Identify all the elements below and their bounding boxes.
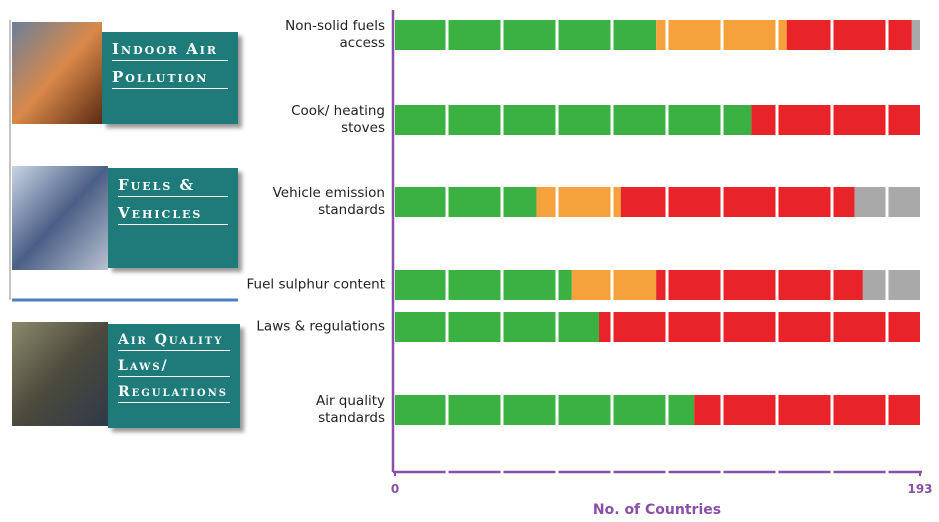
panel-title: Fuels & [118,176,228,197]
bar-segment [911,20,920,50]
panel-image [12,166,108,270]
panel: Fuels & Vehicles [108,168,238,268]
x-tick-label: 0 [390,482,400,496]
bar-segment [395,105,752,135]
bar-segment [751,105,920,135]
panel-title: Air Quality [118,332,230,351]
bar-segment [786,20,912,50]
bar-segment [536,187,621,217]
bar-segment [395,187,537,217]
panel-title: Laws/ [118,358,230,377]
bar-segment [571,270,657,300]
panel-title: Indoor Air [112,40,228,61]
y-tick-label: Cook/ heating stoves [291,103,385,136]
bar-segment [395,312,600,342]
x-tick-label: 193 [907,482,933,496]
bar-segment [395,20,657,50]
panel-image [12,22,102,124]
y-tick-label: Laws & regulations [256,318,385,335]
y-tick-label: Fuel sulphur content [246,276,385,293]
panel-title: Vehicles [118,204,228,225]
bar-segment [862,270,920,300]
panel-title: Pollution [112,68,228,89]
x-axis-label: No. of Countries [592,502,722,518]
bar-segment [395,270,572,300]
panel-image [12,322,108,426]
y-tick-label: Air quality standards [315,393,385,426]
bar-segment [620,187,855,217]
bar-segment [694,395,920,425]
panel: Air Quality Laws/Regulations [108,324,240,428]
bar-segment [599,312,920,342]
y-tick-label: Vehicle emission standards [272,185,385,218]
bar-segment [656,270,863,300]
panel: Indoor Air Pollution [102,32,238,124]
y-tick-label: Non-solid fuels access [285,18,385,51]
bar-segment [395,395,695,425]
panel-title: Regulations [118,384,230,403]
